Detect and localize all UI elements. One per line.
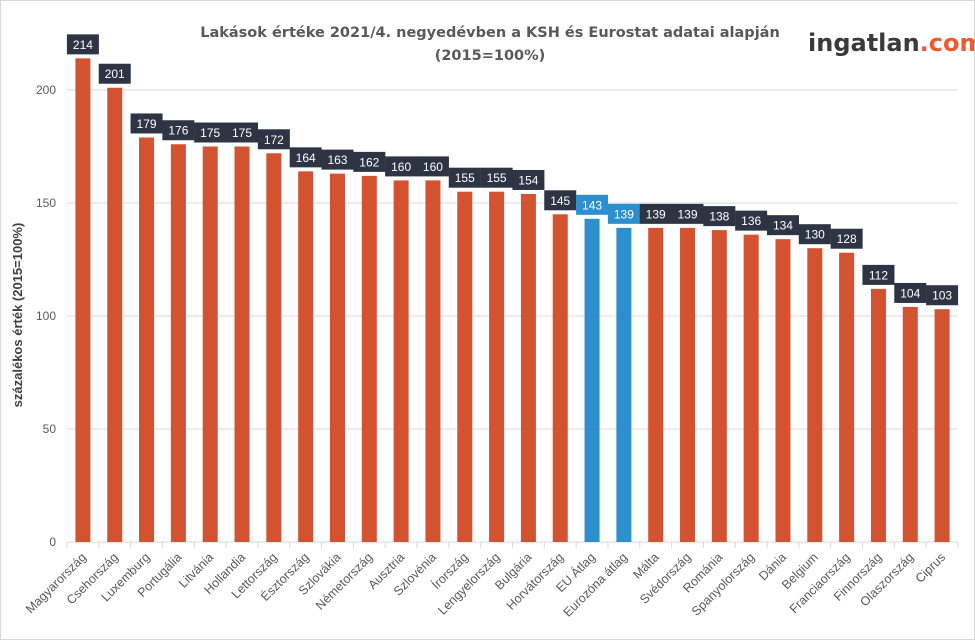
bar-Ciprus — [934, 309, 950, 542]
bar-Csehország — [107, 87, 123, 543]
data-label-box — [321, 149, 354, 170]
data-label-box — [162, 120, 195, 141]
bar-Szlovákia — [329, 173, 345, 542]
bar-EU Átlag — [584, 218, 600, 542]
data-label-box — [448, 167, 481, 188]
data-label: 136 — [741, 214, 761, 228]
data-label-box — [512, 169, 545, 190]
data-label: 172 — [264, 133, 284, 147]
data-label-box — [416, 156, 449, 177]
y-tick-label: 50 — [43, 422, 57, 436]
chart-title-line2: (2015=100%) — [435, 48, 546, 64]
data-label: 214 — [73, 38, 93, 52]
data-label: 160 — [423, 160, 443, 174]
y-tick-label: 200 — [36, 83, 56, 97]
bar-Észtország — [298, 171, 314, 543]
data-label-box — [98, 63, 131, 84]
data-label: 155 — [487, 171, 507, 185]
data-label-box — [607, 203, 640, 224]
data-label-box — [671, 203, 704, 224]
bar-Litvánia — [202, 146, 218, 542]
data-label-box — [703, 206, 736, 227]
data-label-box — [735, 210, 768, 231]
bar-Szlovénia — [425, 180, 441, 542]
y-tick-label: 100 — [36, 309, 56, 323]
bar-Írország — [457, 191, 473, 542]
bar-Belgium — [807, 248, 823, 542]
data-label-box — [766, 215, 799, 236]
ingatlan-logo: ingatlan.com — [808, 29, 975, 57]
data-label-box — [130, 113, 163, 134]
data-label: 112 — [869, 268, 888, 282]
bar-Eurozóna átlag — [616, 227, 632, 543]
data-label-box — [639, 203, 672, 224]
bar-Németország — [361, 175, 377, 542]
data-label-box — [544, 190, 577, 211]
data-label: 130 — [805, 228, 825, 242]
bar-Svédország — [680, 227, 696, 543]
data-label-box — [830, 228, 863, 249]
data-label-box — [862, 264, 895, 285]
data-label: 154 — [518, 173, 538, 187]
data-label: 134 — [773, 219, 793, 233]
data-label: 145 — [550, 194, 570, 208]
data-label: 201 — [105, 67, 125, 81]
data-label: 175 — [200, 126, 220, 140]
data-label-box — [926, 285, 959, 306]
bar-Málta — [648, 227, 664, 543]
data-label: 128 — [837, 232, 857, 246]
chart-title-line1: Lakások értéke 2021/4. negyedévben a KSH… — [200, 25, 780, 41]
y-axis-title: százalékos érték (2015=100%) — [10, 223, 25, 408]
data-label: 103 — [932, 289, 952, 303]
data-label: 139 — [678, 207, 698, 221]
data-label-box — [226, 122, 259, 143]
bar-Magyarország — [75, 58, 91, 543]
data-label: 164 — [296, 151, 316, 165]
bar-Hollandia — [234, 146, 250, 542]
data-label-box — [480, 167, 513, 188]
data-label-box — [257, 129, 290, 150]
bar-Franciaország — [839, 252, 855, 542]
bar-Bulgária — [520, 193, 536, 542]
bar-Finnország — [870, 288, 886, 542]
data-label: 138 — [709, 210, 729, 224]
bar-Olaszország — [902, 306, 918, 542]
bar-Lettország — [266, 153, 282, 542]
bar-Ausztria — [393, 180, 409, 542]
bar-Spanyolország — [743, 234, 759, 542]
bar-Lengyelország — [489, 191, 505, 542]
data-label-box — [289, 147, 322, 168]
data-label: 155 — [455, 171, 475, 185]
data-label: 143 — [582, 198, 602, 212]
data-label: 175 — [232, 126, 252, 140]
data-label: 163 — [327, 153, 347, 167]
data-label: 160 — [391, 160, 411, 174]
y-tick-label: 0 — [49, 535, 56, 549]
bar-Luxemburg — [139, 137, 155, 542]
data-label-box — [385, 156, 418, 177]
bar-Románia — [711, 230, 727, 542]
data-label-box — [194, 122, 227, 143]
data-label: 162 — [359, 155, 379, 169]
data-label-box — [353, 151, 386, 172]
data-label-box — [798, 224, 831, 245]
bar-Dánia — [775, 239, 791, 542]
data-label: 139 — [614, 207, 634, 221]
y-tick-label: 150 — [36, 196, 56, 210]
data-label-box — [66, 34, 99, 55]
data-label: 176 — [168, 124, 188, 138]
data-label: 179 — [137, 117, 157, 131]
data-label-box — [576, 194, 609, 215]
data-label-box — [894, 282, 927, 303]
bar-Portugália — [170, 144, 186, 543]
data-label: 104 — [900, 286, 920, 300]
bar-Horvátország — [552, 214, 568, 543]
data-label: 139 — [646, 207, 666, 221]
